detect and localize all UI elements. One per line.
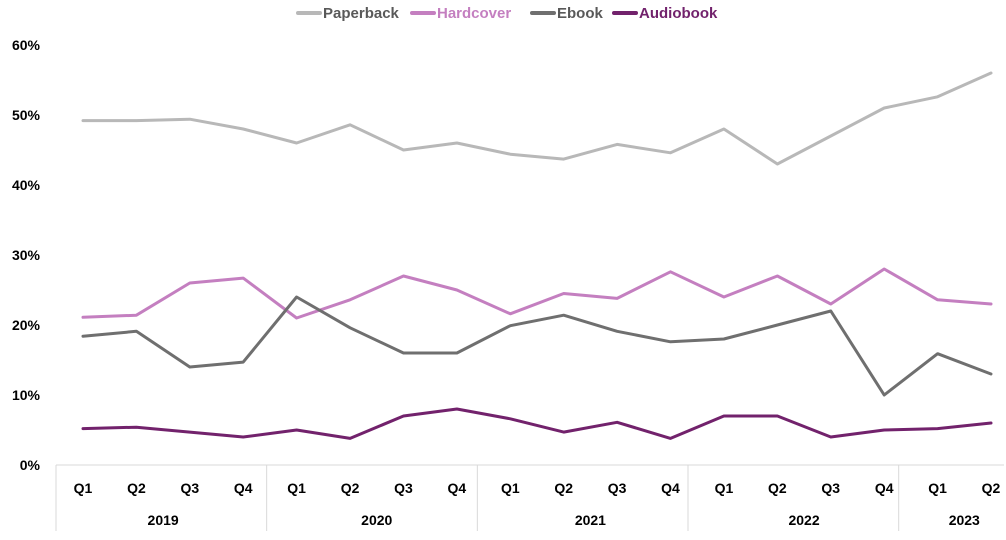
x-group-label: 2019 <box>148 512 179 528</box>
x-tick-label: Q1 <box>501 480 520 496</box>
x-tick-label: Q1 <box>74 480 93 496</box>
series-line-paperback <box>81 71 993 166</box>
x-tick-label: Q4 <box>661 480 680 496</box>
legend-entry-paperback: Paperback <box>296 5 400 22</box>
x-tick-label: Q1 <box>715 480 734 496</box>
legend-entry-ebook: Ebook <box>530 5 603 22</box>
legend-label: Ebook <box>557 5 603 22</box>
x-tick-label: Q3 <box>180 480 199 496</box>
legend-entry-audiobook: Audiobook <box>612 5 718 22</box>
x-group-label: 2020 <box>361 512 392 528</box>
legend-entry-hardcover: Hardcover <box>410 5 511 22</box>
legend: Paperback Hardcover Ebook Audiobook <box>296 5 718 22</box>
legend-label: Paperback <box>323 5 400 22</box>
x-tick-label: Q1 <box>928 480 947 496</box>
series-line-hardcover <box>81 267 993 320</box>
x-tick-label: Q2 <box>127 480 146 496</box>
y-tick-label: 0% <box>20 457 41 473</box>
x-tick-label: Q4 <box>448 480 467 496</box>
y-tick-label: 60% <box>12 37 41 53</box>
series-line-ebook <box>81 295 993 397</box>
y-tick-label: 50% <box>12 107 41 123</box>
y-tick-label: 30% <box>12 247 41 263</box>
x-group-label: 2023 <box>949 512 980 528</box>
legend-label: Audiobook <box>639 5 718 22</box>
y-tick-label: 10% <box>12 387 41 403</box>
x-tick-label: Q3 <box>608 480 627 496</box>
y-tick-label: 20% <box>12 317 41 333</box>
x-tick-label: Q3 <box>394 480 413 496</box>
x-tick-label: Q2 <box>768 480 787 496</box>
x-tick-label: Q1 <box>287 480 306 496</box>
legend-label: Hardcover <box>437 5 511 22</box>
x-tick-label: Q2 <box>341 480 360 496</box>
x-tick-label: Q2 <box>554 480 573 496</box>
x-tick-label: Q4 <box>234 480 253 496</box>
x-tick-label: Q3 <box>821 480 840 496</box>
series-line-audiobook <box>81 407 993 440</box>
axes: 0% 10% 20% 30% 40% 50% 60% Q1 Q2 Q3 Q4 Q1 Q2 Q3 Q4 Q1 Q2… <box>12 37 1004 531</box>
x-group-label: 2022 <box>788 512 819 528</box>
x-tick-label: Q4 <box>875 480 894 496</box>
x-group-label: 2021 <box>575 512 606 528</box>
series-lines <box>81 71 993 440</box>
x-tick-label: Q2 <box>982 480 1001 496</box>
y-tick-label: 40% <box>12 177 41 193</box>
